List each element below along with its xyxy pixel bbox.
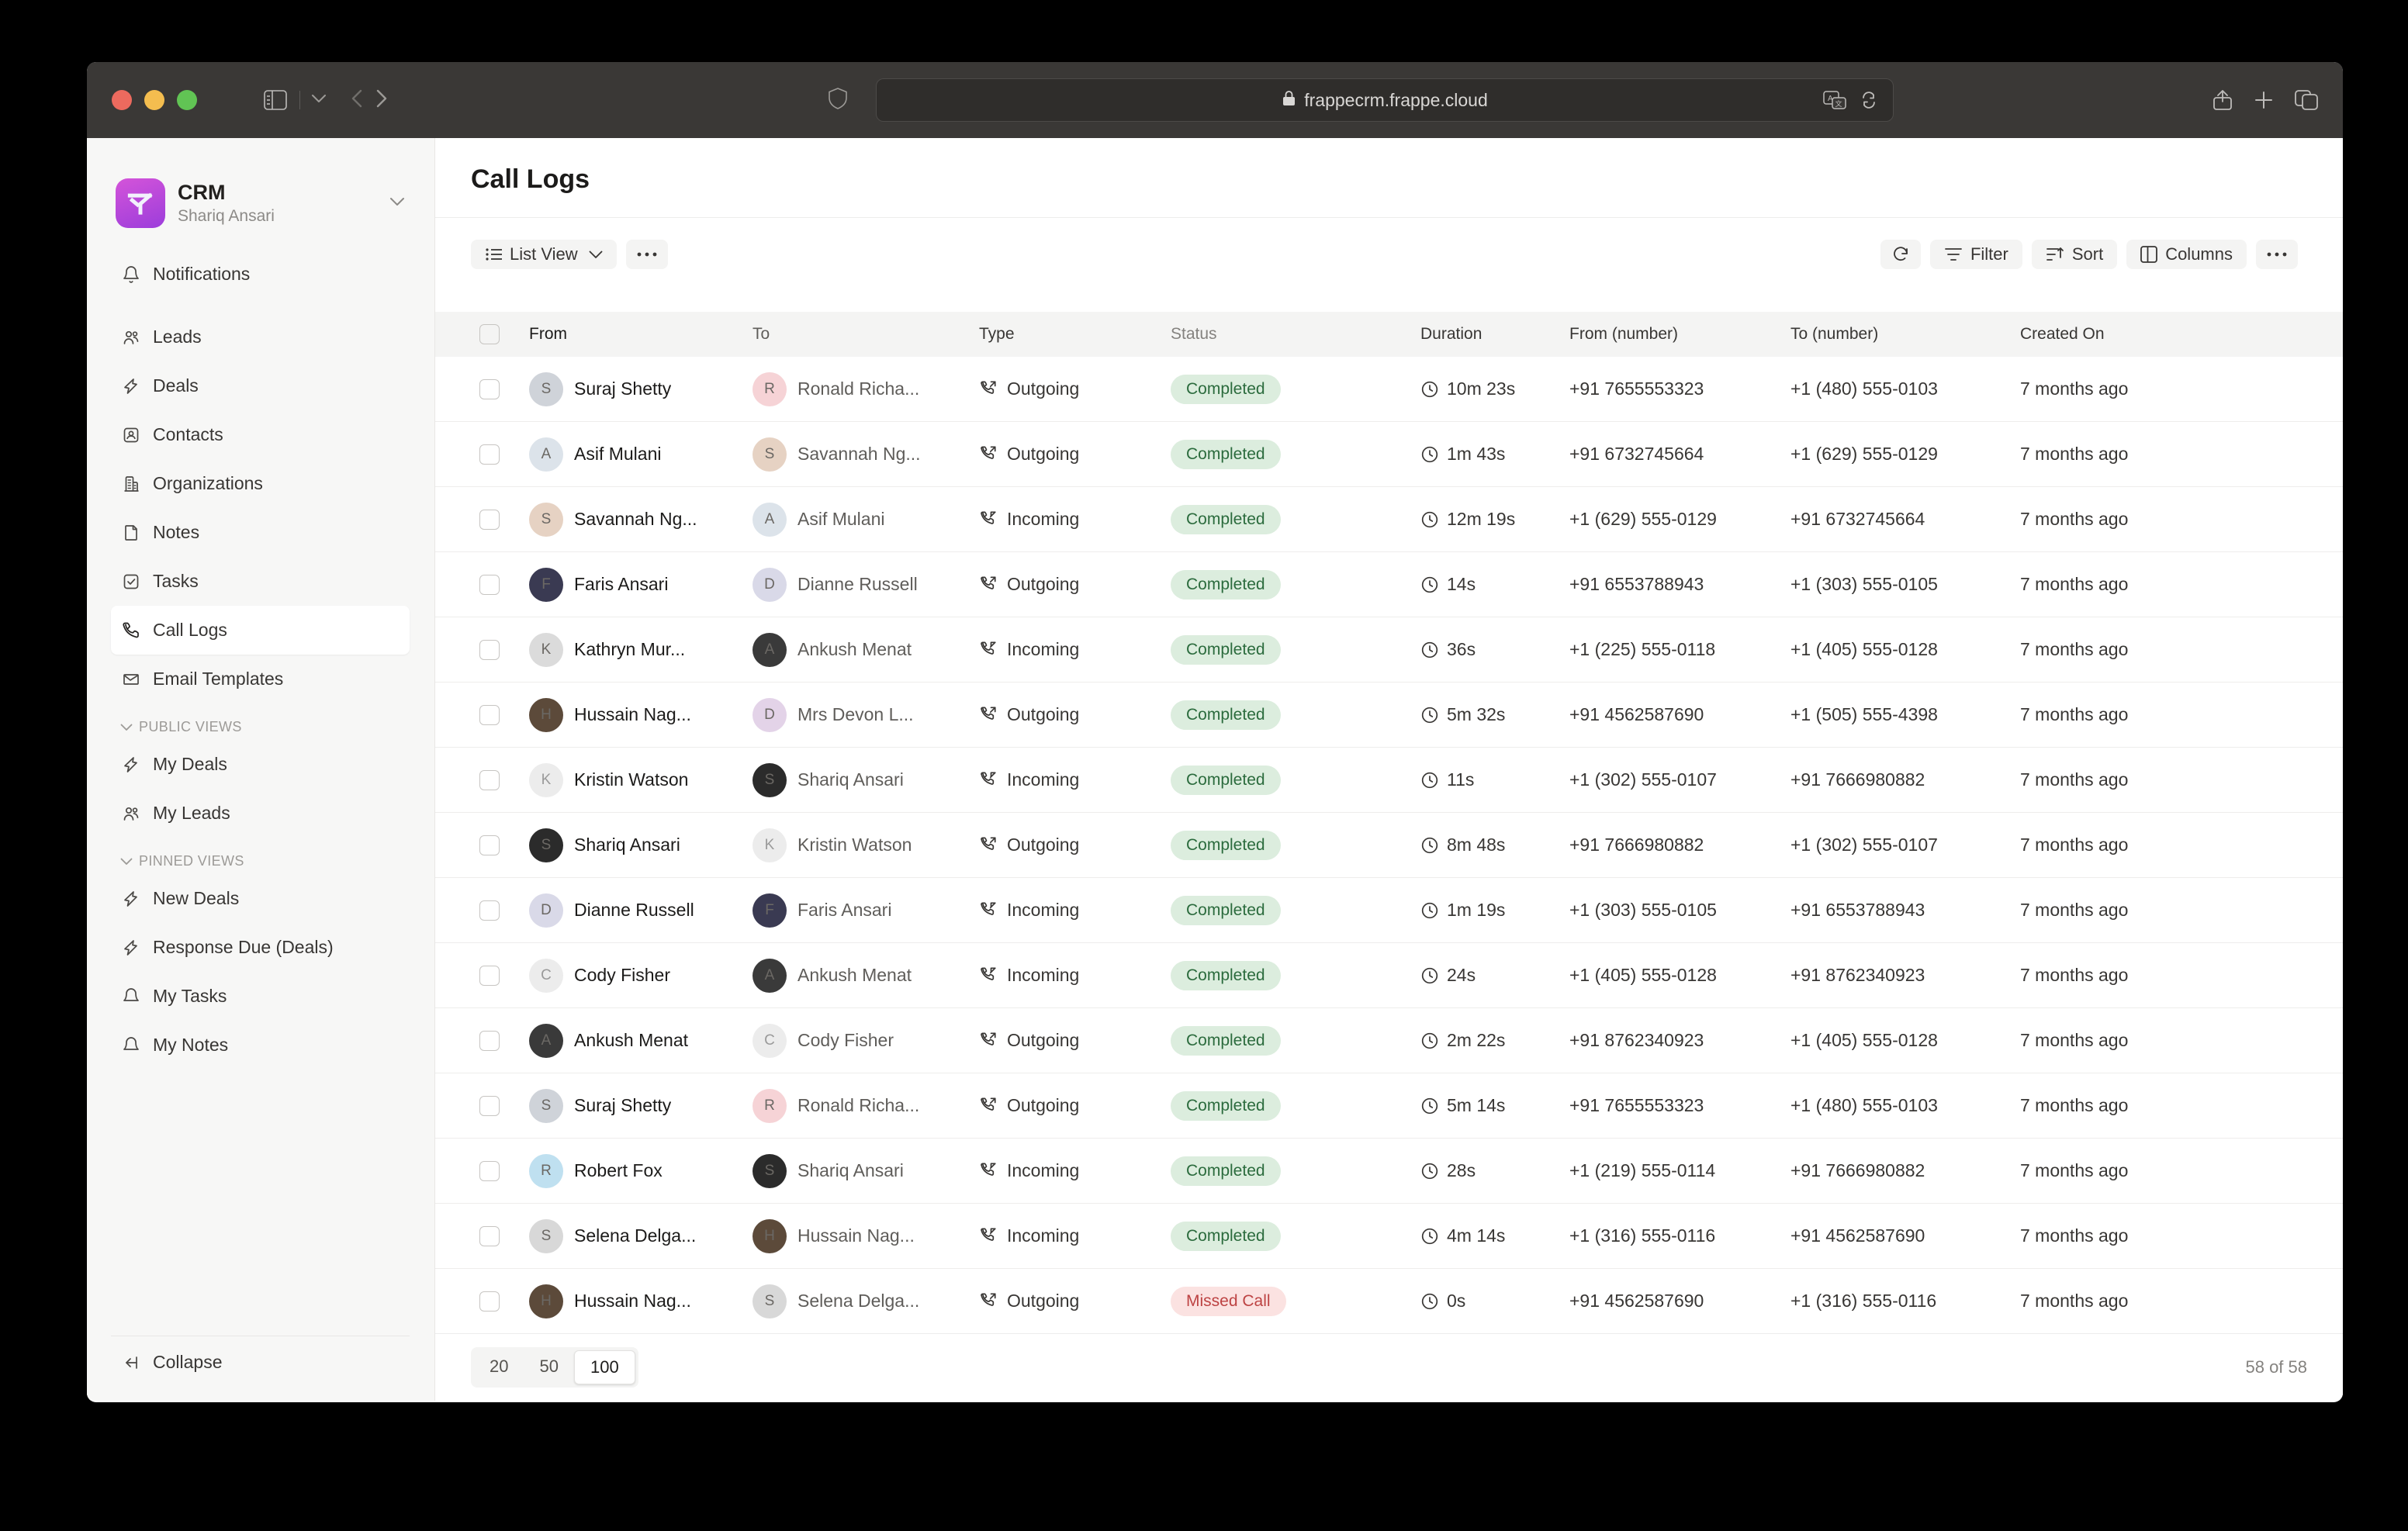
svg-text:文: 文 xyxy=(1835,99,1842,108)
